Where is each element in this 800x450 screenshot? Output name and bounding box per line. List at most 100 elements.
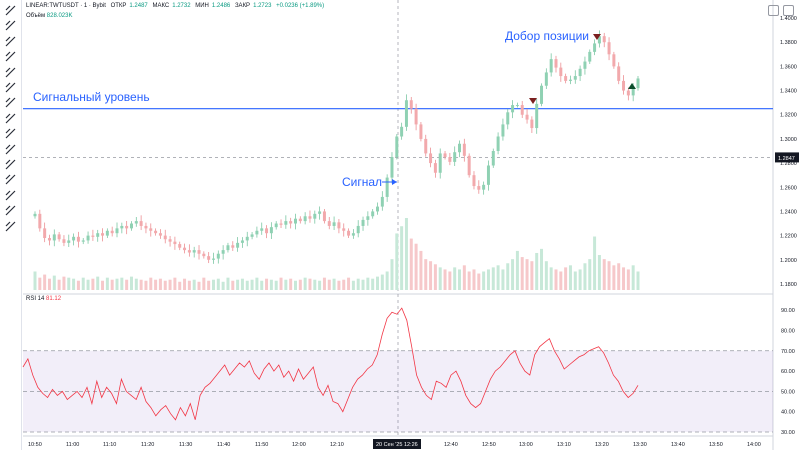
time-tick-label: 12:10 (330, 442, 344, 448)
volume-bar (511, 259, 515, 290)
candle-body (110, 230, 114, 234)
volume-bar (467, 271, 471, 290)
candle-body (279, 223, 283, 225)
time-axis: 10:50 11:00 11:10 11:20 11:30 11:40 11:50 12:00… (28, 439, 761, 449)
candle-body (327, 221, 331, 226)
volume-bar (96, 276, 100, 290)
volume-bar (371, 278, 375, 290)
volume-bar (168, 279, 172, 290)
candle-body (458, 143, 462, 153)
volume-label[interactable]: Объём (26, 13, 46, 19)
volume-bar (540, 248, 544, 290)
volume-bar (231, 280, 235, 290)
candle-body (438, 153, 442, 173)
sell-marker (529, 98, 537, 104)
volume-bar (236, 279, 240, 290)
volume-bar (197, 281, 201, 290)
emoji-icon[interactable] (4, 112, 17, 125)
trash-icon[interactable] (4, 220, 17, 233)
rsi-tick-label: 50.00 (781, 389, 795, 395)
candle-body (477, 186, 481, 190)
candle-body (202, 253, 206, 257)
candle-body (467, 155, 471, 176)
symbol-legend: LINEAR:TWTUSDT · 1 · Bybit ОТКР 1.2487 МА… (26, 3, 327, 9)
candle-body (289, 221, 293, 224)
sell-marker (593, 34, 601, 40)
symbol-title[interactable]: LINEAR:TWTUSDT · 1 · Bybit (26, 3, 106, 9)
candle-body (115, 228, 119, 234)
ruler-icon[interactable] (4, 66, 17, 79)
signal-annotation: Сигнал (342, 175, 383, 189)
collapse-icon[interactable] (783, 5, 794, 16)
candle-body (265, 228, 269, 234)
candle-body (371, 211, 375, 217)
candle-body (269, 227, 273, 234)
pattern-icon[interactable] (4, 50, 17, 63)
time-tick-label: 10:50 (28, 442, 42, 448)
candle-body (255, 230, 259, 235)
price-tick-label: 1.3800 (780, 40, 797, 46)
candle-body (568, 79, 572, 81)
candle-body (385, 177, 389, 197)
high-value: 1.2732 (172, 3, 191, 9)
volume-bar (52, 275, 56, 290)
volume-bar (438, 267, 442, 290)
candle-body (472, 175, 476, 187)
eye-icon[interactable] (4, 204, 17, 217)
time-tick-label: 12:40 (444, 442, 458, 448)
rsi-label[interactable]: RSI 14 (26, 296, 45, 302)
volume-bar (549, 267, 553, 290)
volume-bar (327, 279, 331, 290)
volume-bar (202, 277, 206, 290)
open-label: ОТКР (110, 3, 127, 9)
candle-body (101, 233, 105, 236)
candle-body (525, 114, 529, 120)
volume-bar (385, 271, 389, 290)
price-tick-label: 1.3600 (780, 64, 797, 70)
time-tick-label: 13:10 (557, 442, 571, 448)
lock-icon[interactable] (4, 189, 17, 202)
candle-body (612, 54, 616, 67)
volume-bar (433, 264, 437, 290)
text-icon[interactable] (4, 96, 17, 109)
crosshair-icon[interactable] (4, 4, 17, 17)
volume-bar (144, 280, 148, 290)
trend-line-icon[interactable] (4, 19, 17, 32)
volume-bar (593, 236, 597, 290)
candle-body (573, 76, 577, 80)
close-label: ЗАКР (234, 3, 251, 9)
price-tick-label: 1.2800 (780, 161, 797, 167)
price-tick-label: 1.3000 (780, 137, 797, 143)
volume-bar (38, 277, 42, 290)
candle-body (511, 105, 515, 113)
candle-body (91, 235, 95, 237)
price-tick-label: 1.1800 (780, 282, 797, 288)
fib-icon[interactable] (4, 35, 17, 48)
candle-body (607, 42, 611, 55)
candle-body (105, 230, 109, 236)
volume-bar (390, 259, 394, 290)
magnet-icon[interactable] (4, 158, 17, 171)
volume-bar (347, 277, 351, 290)
volume-bar (554, 269, 558, 290)
candle-body (626, 90, 630, 96)
pen-icon[interactable] (4, 127, 17, 140)
price-tick-label: 1.2400 (780, 209, 797, 215)
volume-bar (573, 271, 577, 290)
candle-body (433, 163, 437, 173)
volume-bar (525, 259, 529, 290)
candle-body (404, 100, 408, 127)
volume-bar (91, 278, 95, 290)
brush-icon[interactable] (4, 81, 17, 94)
candle-body (535, 103, 539, 129)
candle-body (221, 250, 225, 254)
candle-body (482, 184, 486, 190)
zoom-in-icon[interactable] (4, 143, 17, 156)
time-tick-label: 11:00 (66, 442, 79, 448)
lock-draw-icon[interactable] (4, 173, 17, 186)
rsi-tick-label: 40.00 (781, 410, 795, 416)
low-value: 1.2486 (211, 3, 231, 9)
maximize-icon[interactable] (768, 5, 779, 16)
candle-body (284, 221, 288, 225)
